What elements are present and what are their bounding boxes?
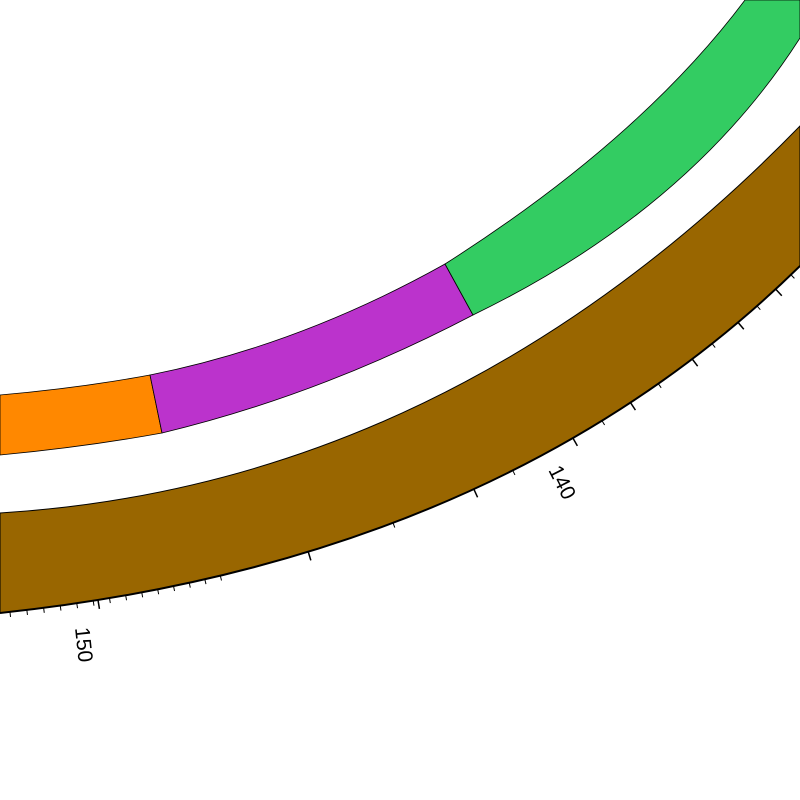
scale-major-tick-7	[775, 288, 783, 297]
scale-minor-tick-13	[219, 575, 222, 581]
scale-minor-tick-4	[76, 603, 79, 609]
tick-label-150: 150	[70, 626, 97, 663]
scale-minor-tick-9	[157, 589, 160, 595]
scale-major-tick-3	[572, 437, 579, 447]
scale-major-tick-0	[97, 599, 101, 609]
scale-minor-tick-12	[204, 579, 207, 585]
scale-major-tick-4	[629, 402, 637, 411]
scale-minor-tick-7	[125, 595, 128, 601]
scale-minor-tick-6	[108, 598, 111, 604]
scale-minor-tick-19	[756, 305, 761, 311]
scale-minor-tick-10	[173, 586, 176, 592]
scale-major-tick-5	[691, 358, 699, 367]
scale-minor-tick-3	[59, 605, 62, 611]
scale-minor-tick-8	[141, 592, 144, 598]
scale-minor-tick-2	[43, 607, 45, 613]
scale-baseline	[0, 265, 800, 614]
scale-minor-tick-17	[657, 383, 662, 389]
scale-minor-tick-0	[9, 611, 12, 617]
scale-major-tick-2	[473, 488, 479, 498]
scale-minor-tick-16	[601, 420, 606, 426]
scale-ticks	[9, 274, 795, 617]
green-segment	[444, 0, 800, 316]
scale-minor-tick-5	[92, 600, 95, 606]
scale-major-tick-1	[307, 551, 312, 561]
scale-minor-tick-1	[26, 609, 28, 615]
scale-minor-tick-14	[392, 522, 396, 528]
scale-minor-tick-11	[188, 582, 191, 588]
scale-minor-tick-20	[790, 274, 795, 279]
scale-major-tick-6	[737, 321, 745, 330]
scale-minor-tick-15	[512, 470, 516, 476]
scale-minor-tick-18	[711, 343, 716, 348]
